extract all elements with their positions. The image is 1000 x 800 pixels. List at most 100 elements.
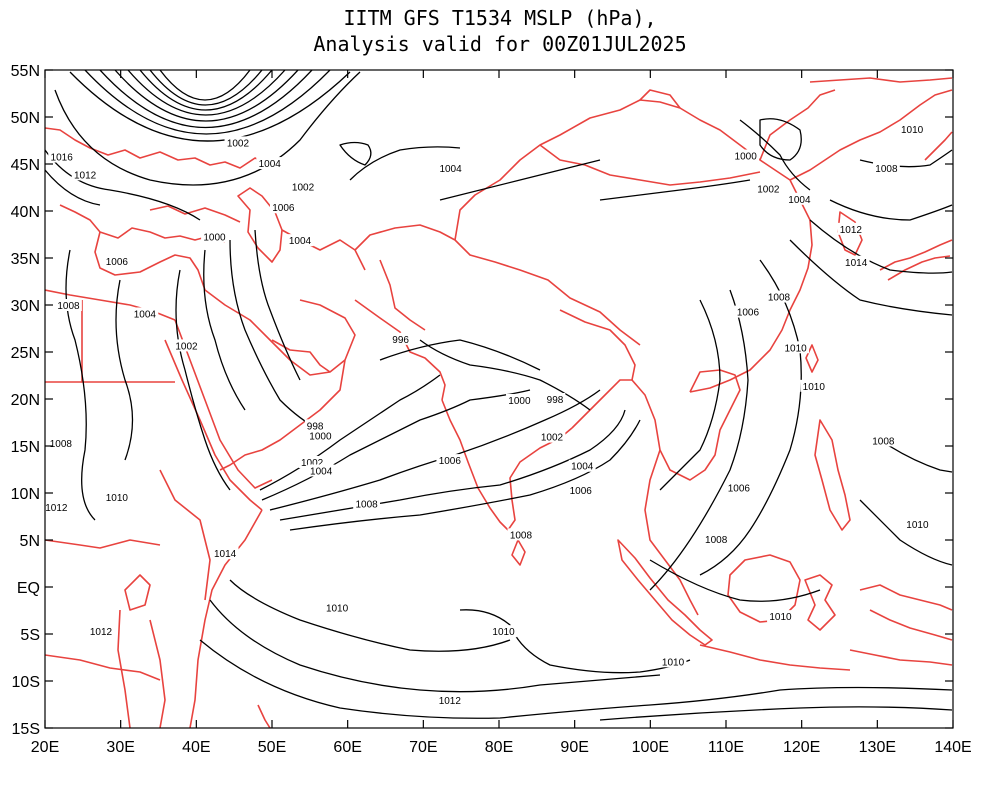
contour-label-bg [837,222,865,235]
isobar-line [229,239,321,431]
contour-label-bg [800,379,828,392]
coastline [124,574,151,611]
isobar-line [459,609,691,674]
isobar-line [254,229,301,381]
contour-label-bg [201,230,228,243]
y-tick-label: 15N [11,439,40,456]
contour-label: 1008 [510,530,533,541]
contour-label: 1004 [439,164,462,175]
contour-label-bg [904,518,931,531]
contour-label: 1008 [355,499,378,510]
isobar-line [127,70,286,116]
contour-label: 1008 [768,293,791,304]
contour-label-bg [782,341,810,354]
contour-label-bg [659,655,687,668]
coastline [159,469,211,601]
isobar-line [279,409,626,521]
y-tick-label: 30N [11,298,40,315]
contour-label: 1002 [227,138,250,149]
isobar-line [659,299,721,491]
coastline [539,144,761,186]
contour-label-bg [289,180,317,193]
contour-label: 996 [392,335,409,346]
y-tick-label: 15S [12,721,40,738]
contour-label-bg [754,182,782,195]
contour-label: 1006 [728,483,751,494]
contour-label-bg [436,454,464,467]
x-tick-label: 120E [783,739,820,756]
contour-label: 1012 [439,696,462,707]
x-tick-label: 100E [632,739,669,756]
x-tick-label: 70E [409,739,437,756]
y-tick-label: 55N [11,63,40,80]
isobar-line [159,70,251,101]
coastline [271,339,331,373]
contour-label-bg [898,123,926,136]
coastline [924,131,953,161]
coastline [644,449,699,616]
isobar-line [199,639,953,719]
contour-label-bg [103,254,131,267]
contour-label-bg [842,255,870,268]
x-tick-label: 40E [182,739,210,756]
coastline [81,300,175,383]
isobar-contours [45,70,953,721]
contour-label: 1006 [737,308,760,319]
coastline [879,239,953,271]
isobar-line [829,199,953,221]
y-tick-label: 10N [11,486,40,503]
contour-label: 1010 [769,612,792,623]
coastline [149,619,166,728]
y-tick-label: 50N [11,110,40,127]
coastline [699,644,851,671]
contour-label: 1004 [134,309,157,320]
x-tick-label: 50E [258,739,286,756]
coastline [571,379,632,429]
x-tick-label: 130E [859,739,896,756]
isobar-line [699,259,802,576]
coastline [789,89,953,181]
contour-label: 1010 [662,657,685,668]
contour-label: 998 [307,421,324,432]
contour-label-bg [224,136,252,149]
isobar-line [259,374,441,491]
coastline [805,344,819,373]
x-tick-label: 90E [560,739,588,756]
coastline [379,259,426,331]
isobar-line [203,249,246,411]
isobar-line [759,118,802,161]
coastline [237,187,283,263]
coastline [759,89,836,161]
contour-label-bg [131,307,159,320]
coastline [117,609,131,728]
coastline [454,239,641,346]
x-tick-label: 20E [31,739,59,756]
x-tick-label: 80E [485,739,513,756]
isobar-line [419,339,591,411]
contour-label-bg [490,625,517,638]
contour-label: 1004 [310,466,333,477]
contour-label-bg [87,625,115,638]
isobar-line [649,289,749,591]
isobar-line [269,389,601,511]
contour-label-bg [323,601,351,614]
contour-label-bg [286,234,314,247]
contour-label: 1012 [840,225,863,236]
contour-label: 1002 [541,433,564,444]
x-axis-ticks: 20E 30E 40E 50E 60E 70E 80E 90E 100E 110E 120E 130E… [31,70,972,756]
contour-label: 1012 [90,627,113,638]
contour-label: 1010 [492,627,515,638]
isobar-line [139,70,273,111]
contour-label: 1016 [51,152,74,163]
contour-label: 1006 [439,456,462,467]
contour-label-bg [353,497,380,510]
isobar-line [114,70,299,122]
contour-label: 1012 [45,503,68,514]
isobar-line [175,269,231,491]
coastlines-borders [45,77,953,728]
isobar-line [115,279,134,461]
contour-label-bg [173,339,200,352]
isobar-line [439,159,601,201]
